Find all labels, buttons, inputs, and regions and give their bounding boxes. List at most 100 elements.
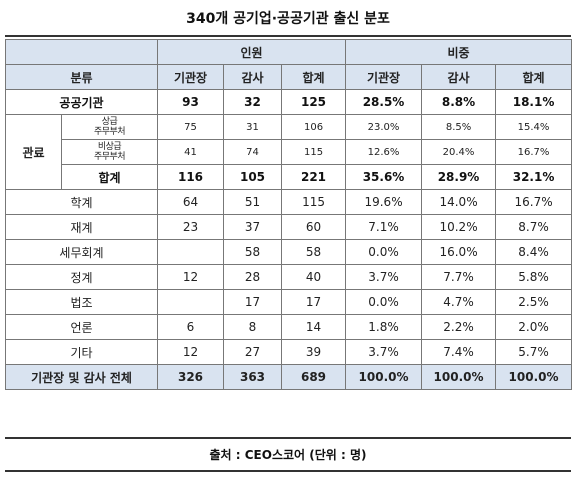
cell-value: 10.2% bbox=[421, 214, 497, 240]
header-blank bbox=[5, 39, 158, 65]
cell-value: 16.0% bbox=[421, 239, 497, 265]
cell-value: 14 bbox=[280, 314, 347, 340]
cell-value: 6 bbox=[157, 314, 224, 340]
cell-value bbox=[157, 239, 224, 265]
cell-value: 16.7% bbox=[495, 139, 573, 165]
cell-value: 64 bbox=[157, 189, 224, 215]
cell-value: 8.8% bbox=[421, 89, 497, 115]
row-label: 법조 bbox=[5, 289, 158, 315]
cell-value: 16.7% bbox=[495, 189, 573, 215]
header-col-head: 기관장 bbox=[157, 64, 224, 90]
cell-value: 115 bbox=[280, 189, 347, 215]
header-ratio: 비중 bbox=[345, 39, 573, 65]
cell-value: 0.0% bbox=[345, 289, 423, 315]
cell-value: 105 bbox=[223, 164, 282, 190]
total-value: 326 bbox=[157, 364, 224, 390]
row-label: 비상급 주무부처 bbox=[61, 139, 158, 165]
cell-value: 7.1% bbox=[345, 214, 423, 240]
header-col-audit: 감사 bbox=[223, 64, 282, 90]
cell-value: 27 bbox=[223, 339, 282, 365]
row-label: 재계 bbox=[5, 214, 158, 240]
cell-value: 0.0% bbox=[345, 239, 423, 265]
cell-value: 2.2% bbox=[421, 314, 497, 340]
cell-value: 7.4% bbox=[421, 339, 497, 365]
source-top-divider bbox=[5, 437, 571, 439]
cell-value: 23 bbox=[157, 214, 224, 240]
cell-value: 60 bbox=[280, 214, 347, 240]
cell-value: 32.1% bbox=[495, 164, 573, 190]
cell-value: 106 bbox=[280, 114, 347, 140]
table-row: 기타 12 27 39 3.7% 7.4% 5.7% bbox=[5, 339, 573, 365]
row-label: 언론 bbox=[5, 314, 158, 340]
row-label-line: 상급 bbox=[101, 117, 118, 127]
cell-value: 116 bbox=[157, 164, 224, 190]
header-col-audit-ratio: 감사 bbox=[421, 64, 497, 90]
cell-value: 5.7% bbox=[495, 339, 573, 365]
total-value: 100.0% bbox=[495, 364, 573, 390]
row-label: 세무회계 bbox=[5, 239, 158, 265]
cell-value: 32 bbox=[223, 89, 282, 115]
table-row: 비상급 주무부처 41 74 115 12.6% 20.4% 16.7% bbox=[6, 139, 573, 165]
cell-value: 5.8% bbox=[495, 264, 573, 290]
header-category: 분류 bbox=[5, 64, 158, 90]
cell-value: 18.1% bbox=[495, 89, 573, 115]
cell-value: 8.4% bbox=[495, 239, 573, 265]
cell-value: 221 bbox=[280, 164, 347, 190]
row-label: 학계 bbox=[5, 189, 158, 215]
cell-value: 23.0% bbox=[345, 114, 423, 140]
cell-value: 115 bbox=[280, 139, 347, 165]
cell-value: 19.6% bbox=[345, 189, 423, 215]
total-value: 100.0% bbox=[345, 364, 423, 390]
table-row: 법조 17 17 0.0% 4.7% 2.5% bbox=[5, 289, 573, 315]
cell-value: 15.4% bbox=[495, 114, 573, 140]
cell-value: 41 bbox=[157, 139, 224, 165]
row-label-line: 비상급 bbox=[97, 142, 122, 152]
distribution-table-figure: 340개 공기업·공공기관 출신 분포 인원 비중 분류 기관장 감사 합계 기… bbox=[5, 4, 573, 474]
row-label: 기타 bbox=[5, 339, 158, 365]
cell-value: 8 bbox=[223, 314, 282, 340]
cell-value: 28.9% bbox=[421, 164, 497, 190]
cell-value: 28 bbox=[223, 264, 282, 290]
total-value: 363 bbox=[223, 364, 282, 390]
cell-value: 58 bbox=[223, 239, 282, 265]
header-row-columns: 분류 기관장 감사 합계 기관장 감사 합계 bbox=[5, 64, 573, 90]
row-label-line: 주무부처 bbox=[93, 152, 126, 162]
cell-value: 58 bbox=[280, 239, 347, 265]
cell-value bbox=[157, 289, 224, 315]
total-row: 기관장 및 감사 전체 326 363 689 100.0% 100.0% 10… bbox=[5, 364, 573, 390]
total-value: 689 bbox=[280, 364, 347, 390]
cell-value: 3.7% bbox=[345, 339, 423, 365]
cell-value: 12 bbox=[157, 339, 224, 365]
cell-value: 7.7% bbox=[421, 264, 497, 290]
row-label-line: 주무부처 bbox=[93, 127, 126, 137]
cell-value: 2.0% bbox=[495, 314, 573, 340]
header-row-groups: 인원 비중 bbox=[5, 39, 573, 65]
cell-value: 17 bbox=[223, 289, 282, 315]
table-row: 합계 116 105 221 35.6% 28.9% 32.1% bbox=[6, 164, 573, 190]
cell-value: 35.6% bbox=[345, 164, 423, 190]
cell-value: 1.8% bbox=[345, 314, 423, 340]
cell-value: 75 bbox=[157, 114, 224, 140]
cell-value: 40 bbox=[280, 264, 347, 290]
table-row: 정계 12 28 40 3.7% 7.7% 5.8% bbox=[5, 264, 573, 290]
cell-value: 20.4% bbox=[421, 139, 497, 165]
cell-value: 12 bbox=[157, 264, 224, 290]
group-label-gov: 관료 bbox=[5, 114, 62, 190]
cell-value: 39 bbox=[280, 339, 347, 365]
header-col-head-ratio: 기관장 bbox=[345, 64, 423, 90]
source-bottom-divider bbox=[5, 470, 571, 472]
total-value: 100.0% bbox=[421, 364, 497, 390]
cell-value: 37 bbox=[223, 214, 282, 240]
table-row: 재계 23 37 60 7.1% 10.2% 8.7% bbox=[5, 214, 573, 240]
cell-value: 93 bbox=[157, 89, 224, 115]
cell-value: 14.0% bbox=[421, 189, 497, 215]
row-label: 상급 주무부처 bbox=[61, 114, 158, 140]
source-note: 출처 : CEO스코어 (단위 : 명) bbox=[209, 448, 367, 462]
table-row: 언론 6 8 14 1.8% 2.2% 2.0% bbox=[5, 314, 573, 340]
cell-value: 51 bbox=[223, 189, 282, 215]
header-personnel: 인원 bbox=[156, 39, 347, 65]
table-title: 340개 공기업·공공기관 출신 분포 bbox=[186, 11, 390, 27]
table-row: 세무회계 58 58 0.0% 16.0% 8.4% bbox=[5, 239, 573, 265]
header-col-total-ratio: 합계 bbox=[495, 64, 573, 90]
cell-value: 2.5% bbox=[495, 289, 573, 315]
